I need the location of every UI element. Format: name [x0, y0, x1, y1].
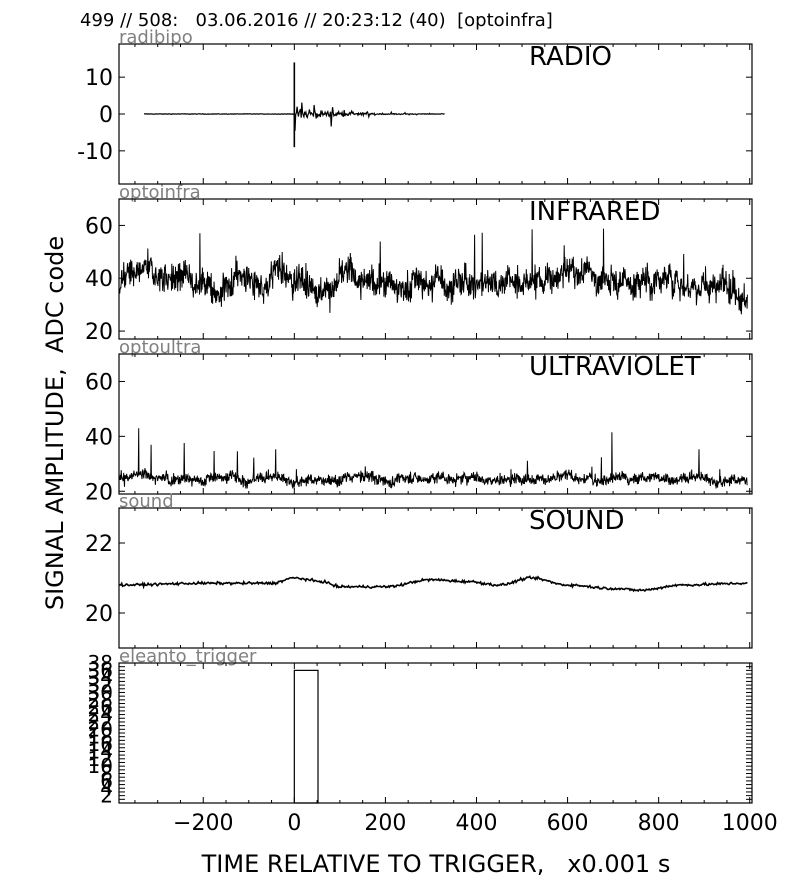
y-tick-label: -10 — [77, 140, 113, 165]
y-tick-label: 2 — [100, 784, 113, 808]
channel-name: optoinfra — [119, 182, 201, 203]
y-tick-label: 8 — [100, 762, 113, 786]
series-line — [118, 575, 748, 593]
plot-frame — [118, 198, 753, 340]
y-tick-label: 22 — [85, 532, 113, 557]
y-tick-label: 6 — [100, 769, 113, 793]
x-tick-label: 200 — [364, 811, 406, 836]
y-tick-label: 18 — [88, 725, 113, 749]
y-tick-label: 4 — [100, 776, 113, 800]
y-tick-label: 22 — [88, 710, 113, 734]
y-tick-label: 40 — [85, 425, 113, 450]
panel-radibipo: radibipo -10 0 10 RADIO — [77, 27, 753, 185]
plot-frame — [118, 662, 753, 804]
x-tick-label: 600 — [547, 811, 589, 836]
y-tick-label: 12 — [88, 747, 113, 771]
y-tick-label: 38 — [88, 651, 113, 675]
panel-optoinfra: optoinfra 20 40 60 INFRARED — [85, 182, 753, 345]
figure-header: 499 // 508: 03.06.2016 // 20:23:12 (40) … — [80, 10, 553, 31]
y-tick-label: 40 — [85, 267, 113, 292]
y-tick-label: 10 — [88, 754, 113, 778]
y-tick-label: 60 — [85, 214, 113, 239]
y-tick-label: 0 — [99, 103, 113, 128]
x-tick-label: 800 — [638, 811, 680, 836]
channel-name: eleanto_trigger — [119, 646, 257, 667]
x-tick-label: −200 — [173, 811, 233, 836]
panel-title: RADIO — [529, 42, 612, 72]
y-tick-label: 20 — [85, 320, 113, 345]
panel-title: SOUND — [529, 506, 624, 536]
x-tick-label: 400 — [455, 811, 497, 836]
y-tick-label: 28 — [88, 688, 113, 712]
x-tick-label: 1000 — [722, 811, 778, 836]
y-tick-label: 60 — [85, 370, 113, 395]
channel-name: radibipo — [119, 27, 193, 48]
panel-eleanto_trigger: eleanto_trigger2468101214161820222426283… — [88, 646, 778, 836]
panel-title: INFRARED — [529, 197, 660, 227]
trigger-bar — [293, 669, 319, 804]
y-tick-label: 34 — [88, 666, 113, 690]
y-tick-label: 20 — [88, 717, 113, 741]
x-axis-label: TIME RELATIVE TO TRIGGER, x0.001 s — [201, 850, 671, 878]
y-tick-label: 20 — [85, 602, 113, 627]
x-tick-label: 0 — [287, 811, 301, 836]
y-tick-label: 32 — [88, 673, 113, 697]
y-tick-label: 16 — [88, 732, 113, 756]
panel-sound: sound 20 22 SOUND — [85, 491, 753, 649]
series-line — [118, 228, 748, 315]
y-tick-label: 20 — [85, 480, 113, 505]
panel-title: ULTRAVIOLET — [529, 352, 701, 382]
series-line — [118, 428, 748, 489]
y-tick-label: 30 — [88, 680, 113, 704]
y-tick-label: 10 — [85, 66, 113, 91]
channel-name: optoultra — [119, 337, 201, 358]
y-tick-label: 14 — [88, 739, 113, 763]
y-tick-label: 26 — [88, 695, 113, 719]
panel-optoultra: optoultra 20 40 60 ULTRAVIOLET — [85, 337, 753, 505]
y-axis-label: SIGNAL AMPLITUDE, ADC code — [41, 236, 69, 610]
channel-name: sound — [119, 491, 174, 512]
plot-frame — [118, 507, 753, 649]
y-tick-label: 36 — [88, 658, 113, 682]
y-tick-label: 24 — [88, 703, 113, 727]
plot-frame — [118, 353, 753, 495]
